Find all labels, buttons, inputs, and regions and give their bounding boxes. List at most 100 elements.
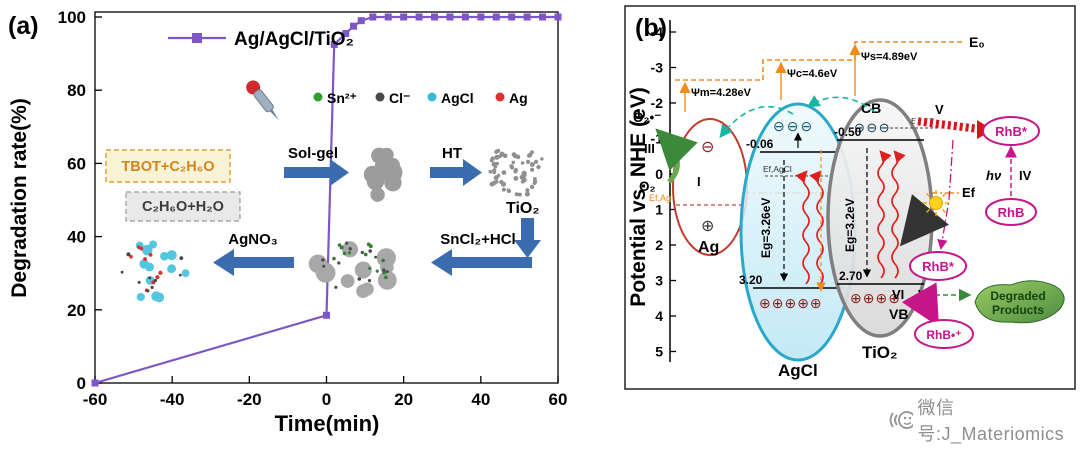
photoexcitation-arrow — [891, 150, 906, 279]
step-iv-label: IV — [1019, 168, 1032, 183]
legend-marker — [192, 33, 202, 43]
electron-transfer-arc — [719, 105, 794, 139]
x-tick-label: -60 — [83, 390, 108, 409]
data-point-marker — [384, 13, 392, 21]
fermi-ag-label: Ef,Ag — [649, 193, 671, 203]
data-point-marker — [357, 17, 365, 25]
agcl-band: ⊖⊖⊖ -0.06 Ef,AgCl Eg=3.26eV 3.20 ⊕⊕⊕⊕⊕ A… — [739, 102, 857, 380]
x-axis-title: Time(min) — [275, 411, 380, 436]
panel-a-chart: (a) Degradation rate(%) Time(min) -60 -40… — [8, 8, 568, 436]
dropper-icon — [246, 80, 280, 121]
step-vii-label: VII — [918, 287, 934, 302]
y-axis-title: Degradation rate(%) — [8, 98, 31, 298]
synthesis-inset: Sn²⁺ Cl⁻ AgCl Ag TBOT+C₂H₆O C₂H₆O+H₂O So… — [105, 80, 544, 303]
rhb-excited-label: RhB* — [995, 124, 1028, 139]
arrow-down-icon — [514, 218, 541, 258]
inset-legend: Sn²⁺ Cl⁻ AgCl Ag — [313, 90, 528, 106]
reagent-label: TBOT+C₂H₆O — [121, 159, 214, 175]
electron-symbol: ⊖ — [701, 139, 714, 156]
data-point-marker — [342, 29, 350, 37]
wechat-logo-icon — [889, 411, 913, 429]
holes-row: ⊕⊕⊕⊕⊕ — [759, 295, 823, 311]
hole-symbol: ⊕ — [701, 218, 714, 235]
superoxide-label: O₂•⁻ — [633, 110, 661, 125]
electron-transfer-arc — [806, 95, 876, 113]
vb-label: VB — [889, 306, 908, 322]
rhb-excited-ellipse — [982, 116, 1040, 146]
sn-cl-doped-particles-illustration — [308, 241, 397, 298]
y-tick-label: 40 — [67, 228, 86, 247]
agcl-vb-level: 3.20 — [739, 273, 763, 287]
ag-dot-icon — [495, 92, 505, 102]
data-point-marker — [350, 22, 358, 30]
ag-agcl-tio2-particles-illustration — [120, 240, 190, 303]
tio2-particles-illustration — [488, 148, 544, 197]
panel-b-label: (b) — [635, 14, 667, 42]
potential-tick-label: 5 — [655, 344, 663, 360]
gel-particles-illustration — [363, 147, 403, 202]
degraded-products-shape: Degraded Products — [974, 280, 1065, 324]
data-point-marker — [508, 13, 516, 21]
data-point-marker — [400, 13, 408, 21]
oxygen-reduction: O₂•⁻ O₂ III — [633, 110, 698, 194]
x-tick-label: -20 — [237, 390, 262, 409]
potential-tick-label: 4 — [655, 308, 663, 324]
data-point-marker — [431, 13, 439, 21]
step-vi-label: VI — [892, 287, 904, 302]
step-ht-label: HT — [442, 145, 462, 162]
tio2-cb-level: -0.50 — [834, 125, 862, 139]
oxygen-label: O₂ — [639, 179, 656, 194]
photoexcitation-arrows — [795, 170, 824, 285]
electrons-row: ⊖⊖⊖ — [773, 118, 814, 134]
data-point-marker — [323, 311, 330, 319]
data-point-marker — [415, 13, 423, 21]
rainbow-light-arrow — [899, 194, 949, 247]
y-tick-label: 60 — [67, 154, 86, 173]
y-tick-label: 80 — [67, 81, 86, 100]
degraded-line2: Products — [992, 303, 1044, 317]
rhb-ground-ellipse — [985, 198, 1037, 226]
electrons-row: ⊖⊖⊖ — [854, 120, 891, 135]
potential-tick-label: 3 — [655, 273, 663, 289]
x-tick-label: -40 — [160, 390, 185, 409]
step-solgel-label: Sol-gel — [288, 145, 338, 162]
tio2-label: TiO₂ — [862, 343, 898, 362]
agcl-dot-icon — [427, 92, 437, 102]
watermark: 微信号:J_Materiomics — [886, 394, 1080, 446]
legend-label: Ag/AgCl/TiO₂ — [234, 29, 354, 50]
tio2-band: CB ⊖⊖⊖ -0.50 Ef,TiO₂ Eg=3.2eV 2.70 ⊕⊕⊕⊕ … — [826, 98, 961, 362]
ag-label: Ag — [698, 239, 719, 256]
vacuum-level-line — [675, 41, 965, 81]
fermi-system-label: Ef — [962, 185, 976, 200]
step-iii-label: III — [644, 141, 655, 156]
data-point-marker — [492, 13, 500, 21]
rhb-excited2-ellipse — [909, 251, 967, 281]
arrow-left-icon — [213, 249, 294, 276]
dye-sensitization: RhB* hν IV RhB — [982, 116, 1040, 226]
data-point-marker — [330, 40, 338, 48]
holes-row: ⊕⊕⊕⊕ — [850, 290, 901, 306]
arrow-right-icon — [430, 159, 482, 186]
potential-tick-label: 1 — [655, 202, 663, 218]
chart-axes: -60 -40 -20 0 20 40 60 0 20 40 60 80 100 — [58, 8, 568, 409]
y-tick-label: 20 — [67, 301, 86, 320]
workfunction-agcl-label: Ψc=4.6eV — [787, 68, 838, 80]
x-tick-label: 60 — [549, 390, 568, 409]
potential-axis-title: Potential vs. NHE (eV) — [627, 87, 650, 306]
tio2-vb-level: 2.70 — [839, 269, 863, 283]
rhb-excited2-label: RhB* — [922, 259, 955, 274]
hole-oxidation-arrow — [901, 282, 939, 327]
x-tick-label: 0 — [322, 390, 331, 409]
inset-legend-label: Sn²⁺ — [327, 90, 357, 106]
photoexcitation-arrows — [877, 150, 906, 279]
data-point-marker — [461, 13, 469, 21]
watermark-text: 微信号:J_Materiomics — [917, 398, 1065, 444]
data-point-marker — [91, 379, 99, 387]
inset-legend-label: Ag — [509, 90, 528, 106]
rhb-cation-label: RhB•⁺ — [926, 328, 961, 342]
cl-dot-icon — [375, 92, 385, 102]
workfunction-ag-label: Ψm=4.28eV — [691, 87, 752, 99]
tio2-label: TiO₂ — [506, 200, 539, 217]
agcl-label: AgCl — [778, 361, 818, 380]
